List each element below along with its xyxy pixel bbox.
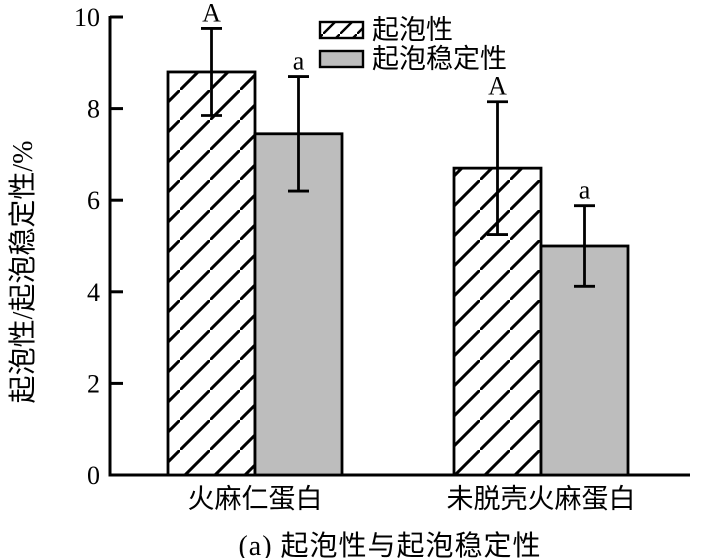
bar-hatched (166, 70, 257, 477)
significance-letter: a (293, 47, 305, 76)
significance-letter: A (488, 72, 507, 101)
y-tick-label: 10 (74, 3, 100, 32)
legend-label: 起泡稳定性 (372, 44, 507, 74)
y-tick-label: 8 (87, 95, 100, 124)
error-bars (201, 27, 595, 288)
significance-letter: a (579, 176, 591, 205)
significance-letter: A (202, 0, 221, 27)
x-category-label: 火麻仁蛋白 (188, 484, 323, 514)
legend-swatch-hatched (318, 20, 365, 40)
figure-caption: (a) 起泡性与起泡稳定性 (238, 531, 542, 558)
y-axis-title: 起泡性/起泡稳定性/% (7, 141, 39, 404)
y-tick-label: 6 (87, 186, 100, 215)
legend-label: 起泡性 (372, 15, 453, 45)
y-tick-label: 2 (87, 369, 100, 398)
x-category-label: 未脱壳火麻蛋白 (447, 484, 636, 514)
bars (166, 70, 630, 477)
sig-letters: Aa Aa (202, 0, 591, 205)
y-tick-label: 0 (87, 461, 100, 490)
y-tick-label: 4 (87, 278, 100, 307)
y-ticks: 0 2 4 6 8 10 (74, 3, 123, 490)
legend-swatch-gray (318, 49, 365, 69)
